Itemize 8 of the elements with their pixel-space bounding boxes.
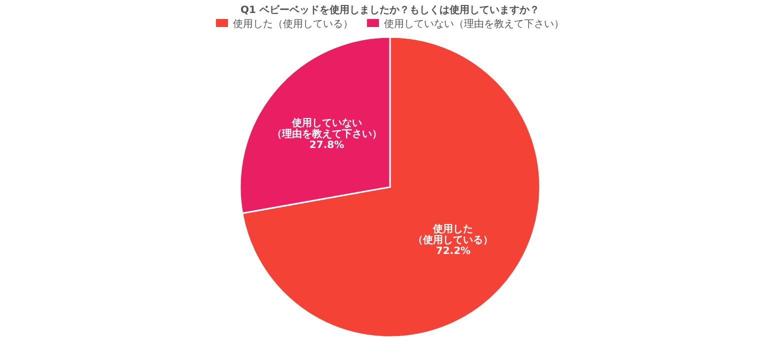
data-label: 27.8% [309, 140, 344, 152]
legend-label: 使用した（使用している） [233, 19, 353, 30]
chart-title: Q1 ベビーベッドを使用しましたか？もしくは使用していますか？ [240, 4, 540, 16]
data-label: 72.2% [436, 246, 471, 257]
pie-slice [242, 36, 541, 338]
legend-label: 使用していない（理由を教えて下さい） [384, 18, 564, 30]
slice-label: 使用していない（理由を教えて下さい） [272, 117, 382, 140]
slice-label: 使用した（使用している） [413, 222, 494, 246]
